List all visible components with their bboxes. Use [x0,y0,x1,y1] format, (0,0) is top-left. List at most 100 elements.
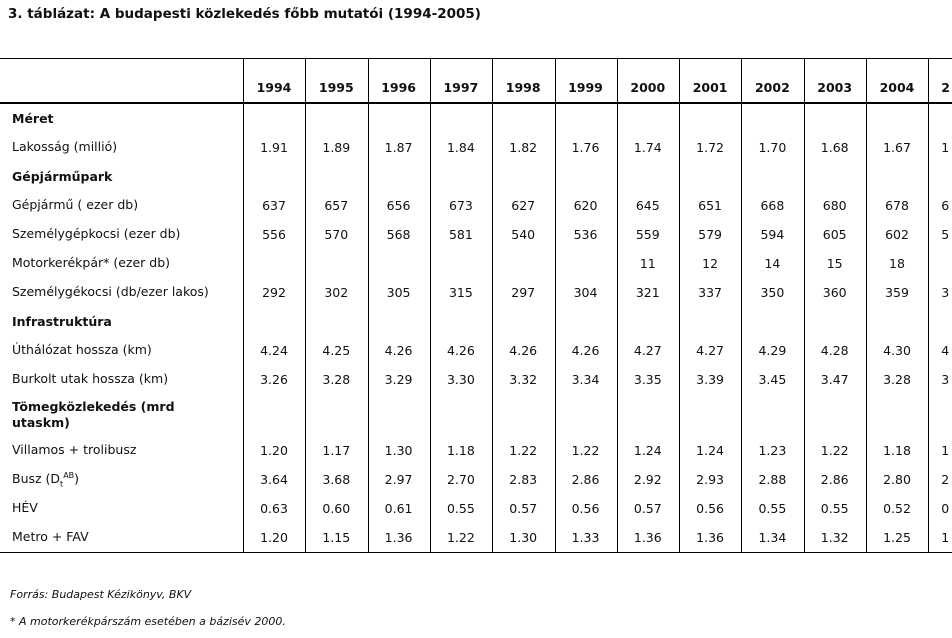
label-part: Burkolt utak hossza (km) [12,371,169,386]
cell-value: 579 [698,227,723,242]
cell-value: 3.30 [446,372,475,387]
column-divider [555,58,556,552]
year-header: 2001 [692,80,728,95]
cell-value: 602 [885,227,909,242]
cell-value: 540 [511,227,536,242]
header-border [0,102,952,104]
cell-value: 5 [941,227,950,242]
label-part: Motorkerékpár* (ezer db) [12,255,171,270]
cell-value: 657 [324,198,349,213]
cell-value: 18 [889,256,905,271]
cell-value: 0.63 [260,501,288,516]
column-divider [741,58,742,552]
year-header: 1997 [443,80,479,95]
column-divider [679,58,680,552]
cell-value: 1.22 [446,530,475,545]
cell-value: 1.76 [571,140,600,155]
cell-value: 4.26 [571,343,600,358]
cell-value: 4.30 [883,343,911,358]
label-part: Lakosság (millió) [12,139,118,154]
label-part: ) [74,471,80,487]
cell-value: 1.15 [322,530,351,545]
label-part: HÉV [12,500,38,515]
cell-value: 1.70 [758,140,787,155]
year-header: 2004 [879,80,915,95]
cell-value: 3.34 [571,372,600,387]
cell-value: 1.84 [446,140,475,155]
cell-value: 4.25 [322,343,351,358]
cell-value: 0.55 [446,501,475,516]
column-divider [430,58,431,552]
cell-value: 2 [941,472,950,487]
cell-value: 304 [573,285,598,300]
cell-value: 14 [764,256,781,271]
cell-value: 4.29 [758,343,787,358]
year-header: 1994 [256,80,292,95]
cell-value: 302 [324,285,349,300]
label-part: Személygékocsi (db/ezer lakos) [12,284,209,299]
cell-value: 1.33 [571,530,600,545]
cell-value: 1.89 [322,140,351,155]
cell-value: 337 [698,285,723,300]
year-header: 1995 [318,80,354,95]
cell-value: 4.27 [633,343,662,358]
cell-value: 645 [635,198,660,213]
cell-value: 3.45 [758,372,787,387]
cell-value: 2.70 [446,472,475,487]
row-label: Lakosság (millió) [12,139,117,154]
cell-value: 0.56 [571,501,600,516]
cell-value: 1.68 [820,140,849,155]
cell-value: 559 [635,227,660,242]
label-part: t [60,479,64,489]
cell-value: 4.26 [446,343,475,358]
cell-value: 4.26 [509,343,538,358]
cell-value: 556 [262,227,286,242]
label-part: Villamos + trolibusz [12,442,137,457]
cell-value: 1.18 [883,443,911,458]
cell-value: 1.20 [260,530,288,545]
cell-value: 620 [573,198,598,213]
section-label: Gépjárműpark [12,168,113,184]
label-part: Úthálózat hossza (km) [12,342,152,357]
cell-value: 1.22 [509,443,538,458]
cell-value: 581 [448,227,473,242]
column-divider [368,58,369,552]
cell-value: 3.47 [820,372,849,387]
cell-value: 2.86 [571,472,600,487]
cell-value: 0.55 [820,501,849,516]
row-label: Burkolt utak hossza (km) [12,371,168,386]
cell-value: 1.72 [696,140,725,155]
cell-value: 3.28 [322,372,351,387]
column-divider [305,58,306,552]
cell-value: 3.26 [260,372,288,387]
year-header: 2003 [817,80,853,95]
cell-value: 1.20 [260,443,288,458]
cell-value: 651 [698,198,723,213]
label-part: Busz (D [12,471,61,487]
cell-value: 1.36 [696,530,725,545]
cell-value: 6 [941,198,950,213]
cell-value: 0.57 [509,501,538,516]
cell-value: 536 [573,227,598,242]
cell-value: 4.28 [820,343,849,358]
cell-value: 637 [262,198,286,213]
cell-value: 1.30 [509,530,538,545]
cell-value: 360 [822,285,847,300]
cell-value: 321 [635,285,660,300]
cell-value: 2.92 [633,472,662,487]
cell-value: 4.27 [696,343,725,358]
table-top-border [0,58,952,59]
cell-value: 297 [511,285,536,300]
cell-value: 1.23 [758,443,787,458]
year-header: 1999 [568,80,603,95]
cell-value: 1.82 [509,140,538,155]
section-label: Infrastruktúra [12,313,112,329]
cell-value: 1.24 [633,443,662,458]
cell-value: 3.35 [633,372,662,387]
cell-value: 1.67 [883,140,911,155]
row-label: Motorkerékpár* (ezer db) [12,255,170,270]
cell-value: 0 [941,501,950,516]
footnote: * A motorkerékpárszám esetében a bázisév… [10,615,286,628]
section-label: Méret [12,110,54,126]
column-divider [617,58,618,552]
